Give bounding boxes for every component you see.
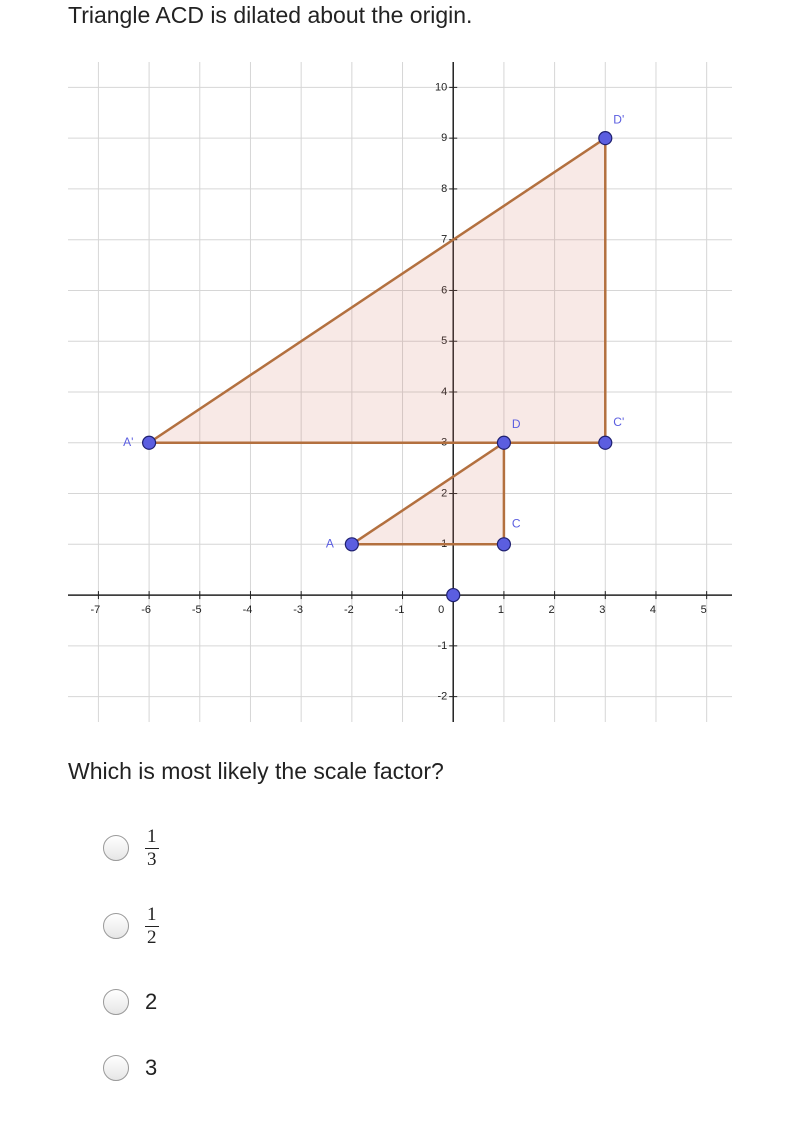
- option-text: 2: [145, 989, 158, 1014]
- x-tick-label: -3: [293, 604, 303, 616]
- vertex-point: [598, 435, 613, 450]
- y-tick-label: -1: [437, 640, 447, 652]
- triangle: [347, 440, 506, 546]
- triangle: [144, 135, 607, 445]
- vertex-label: A: [326, 536, 334, 550]
- denominator: 3: [147, 848, 157, 870]
- x-tick-label: 3: [599, 604, 605, 616]
- y-tick-label: 4: [441, 386, 447, 398]
- x-tick-label: 4: [650, 604, 656, 616]
- x-tick-label: 0: [438, 604, 444, 616]
- x-tick-label: -5: [192, 604, 202, 616]
- vertex-label: D: [512, 417, 521, 431]
- vertex-label: A': [123, 435, 133, 449]
- radio-button[interactable]: [103, 1055, 129, 1081]
- option-text: 3: [145, 1055, 158, 1080]
- option[interactable]: 3: [103, 1048, 157, 1088]
- x-tick-label: 1: [498, 604, 504, 616]
- y-tick-label: 7: [441, 234, 447, 246]
- y-tick-label: -2: [437, 691, 447, 703]
- x-tick-label: -6: [141, 604, 151, 616]
- vertex-point: [344, 537, 359, 552]
- y-tick-label: 9: [441, 132, 447, 144]
- y-tick-label: 2: [441, 487, 447, 499]
- vertex-point: [496, 537, 512, 552]
- graph: -7-6-5-4-3-2-1012345-2-112345678910ACDA'…: [68, 62, 732, 722]
- numerator: 1: [145, 903, 159, 927]
- x-tick-label: -4: [243, 604, 253, 616]
- x-tick-label: -2: [344, 604, 354, 616]
- x-tick-label: -1: [395, 604, 405, 616]
- x-tick-label: -7: [91, 604, 101, 616]
- x-tick-label: 5: [701, 604, 707, 616]
- y-tick-label: 10: [435, 81, 447, 93]
- y-tick-label: 8: [441, 183, 447, 195]
- vertex-point: [598, 131, 613, 146]
- origin-point: [446, 587, 461, 603]
- prompt: Which is most likely the scale factor?: [68, 758, 444, 784]
- option[interactable]: 2: [103, 982, 157, 1022]
- vertex-point: [141, 435, 157, 450]
- denominator: 2: [147, 926, 157, 948]
- radio-button[interactable]: [103, 835, 129, 861]
- vertex-label: C: [512, 516, 521, 530]
- numerator: 1: [145, 825, 159, 849]
- y-tick-label: 5: [441, 335, 447, 347]
- y-tick-label: 6: [441, 284, 447, 296]
- vertex-label: C': [613, 415, 624, 429]
- question: Triangle ACD is dilated about the origin…: [68, 2, 473, 28]
- vertex-point: [496, 435, 512, 450]
- radio-button[interactable]: [103, 913, 129, 939]
- x-tick-label: 2: [549, 604, 555, 616]
- radio-button[interactable]: [103, 989, 129, 1015]
- vertex-label: D': [613, 112, 624, 126]
